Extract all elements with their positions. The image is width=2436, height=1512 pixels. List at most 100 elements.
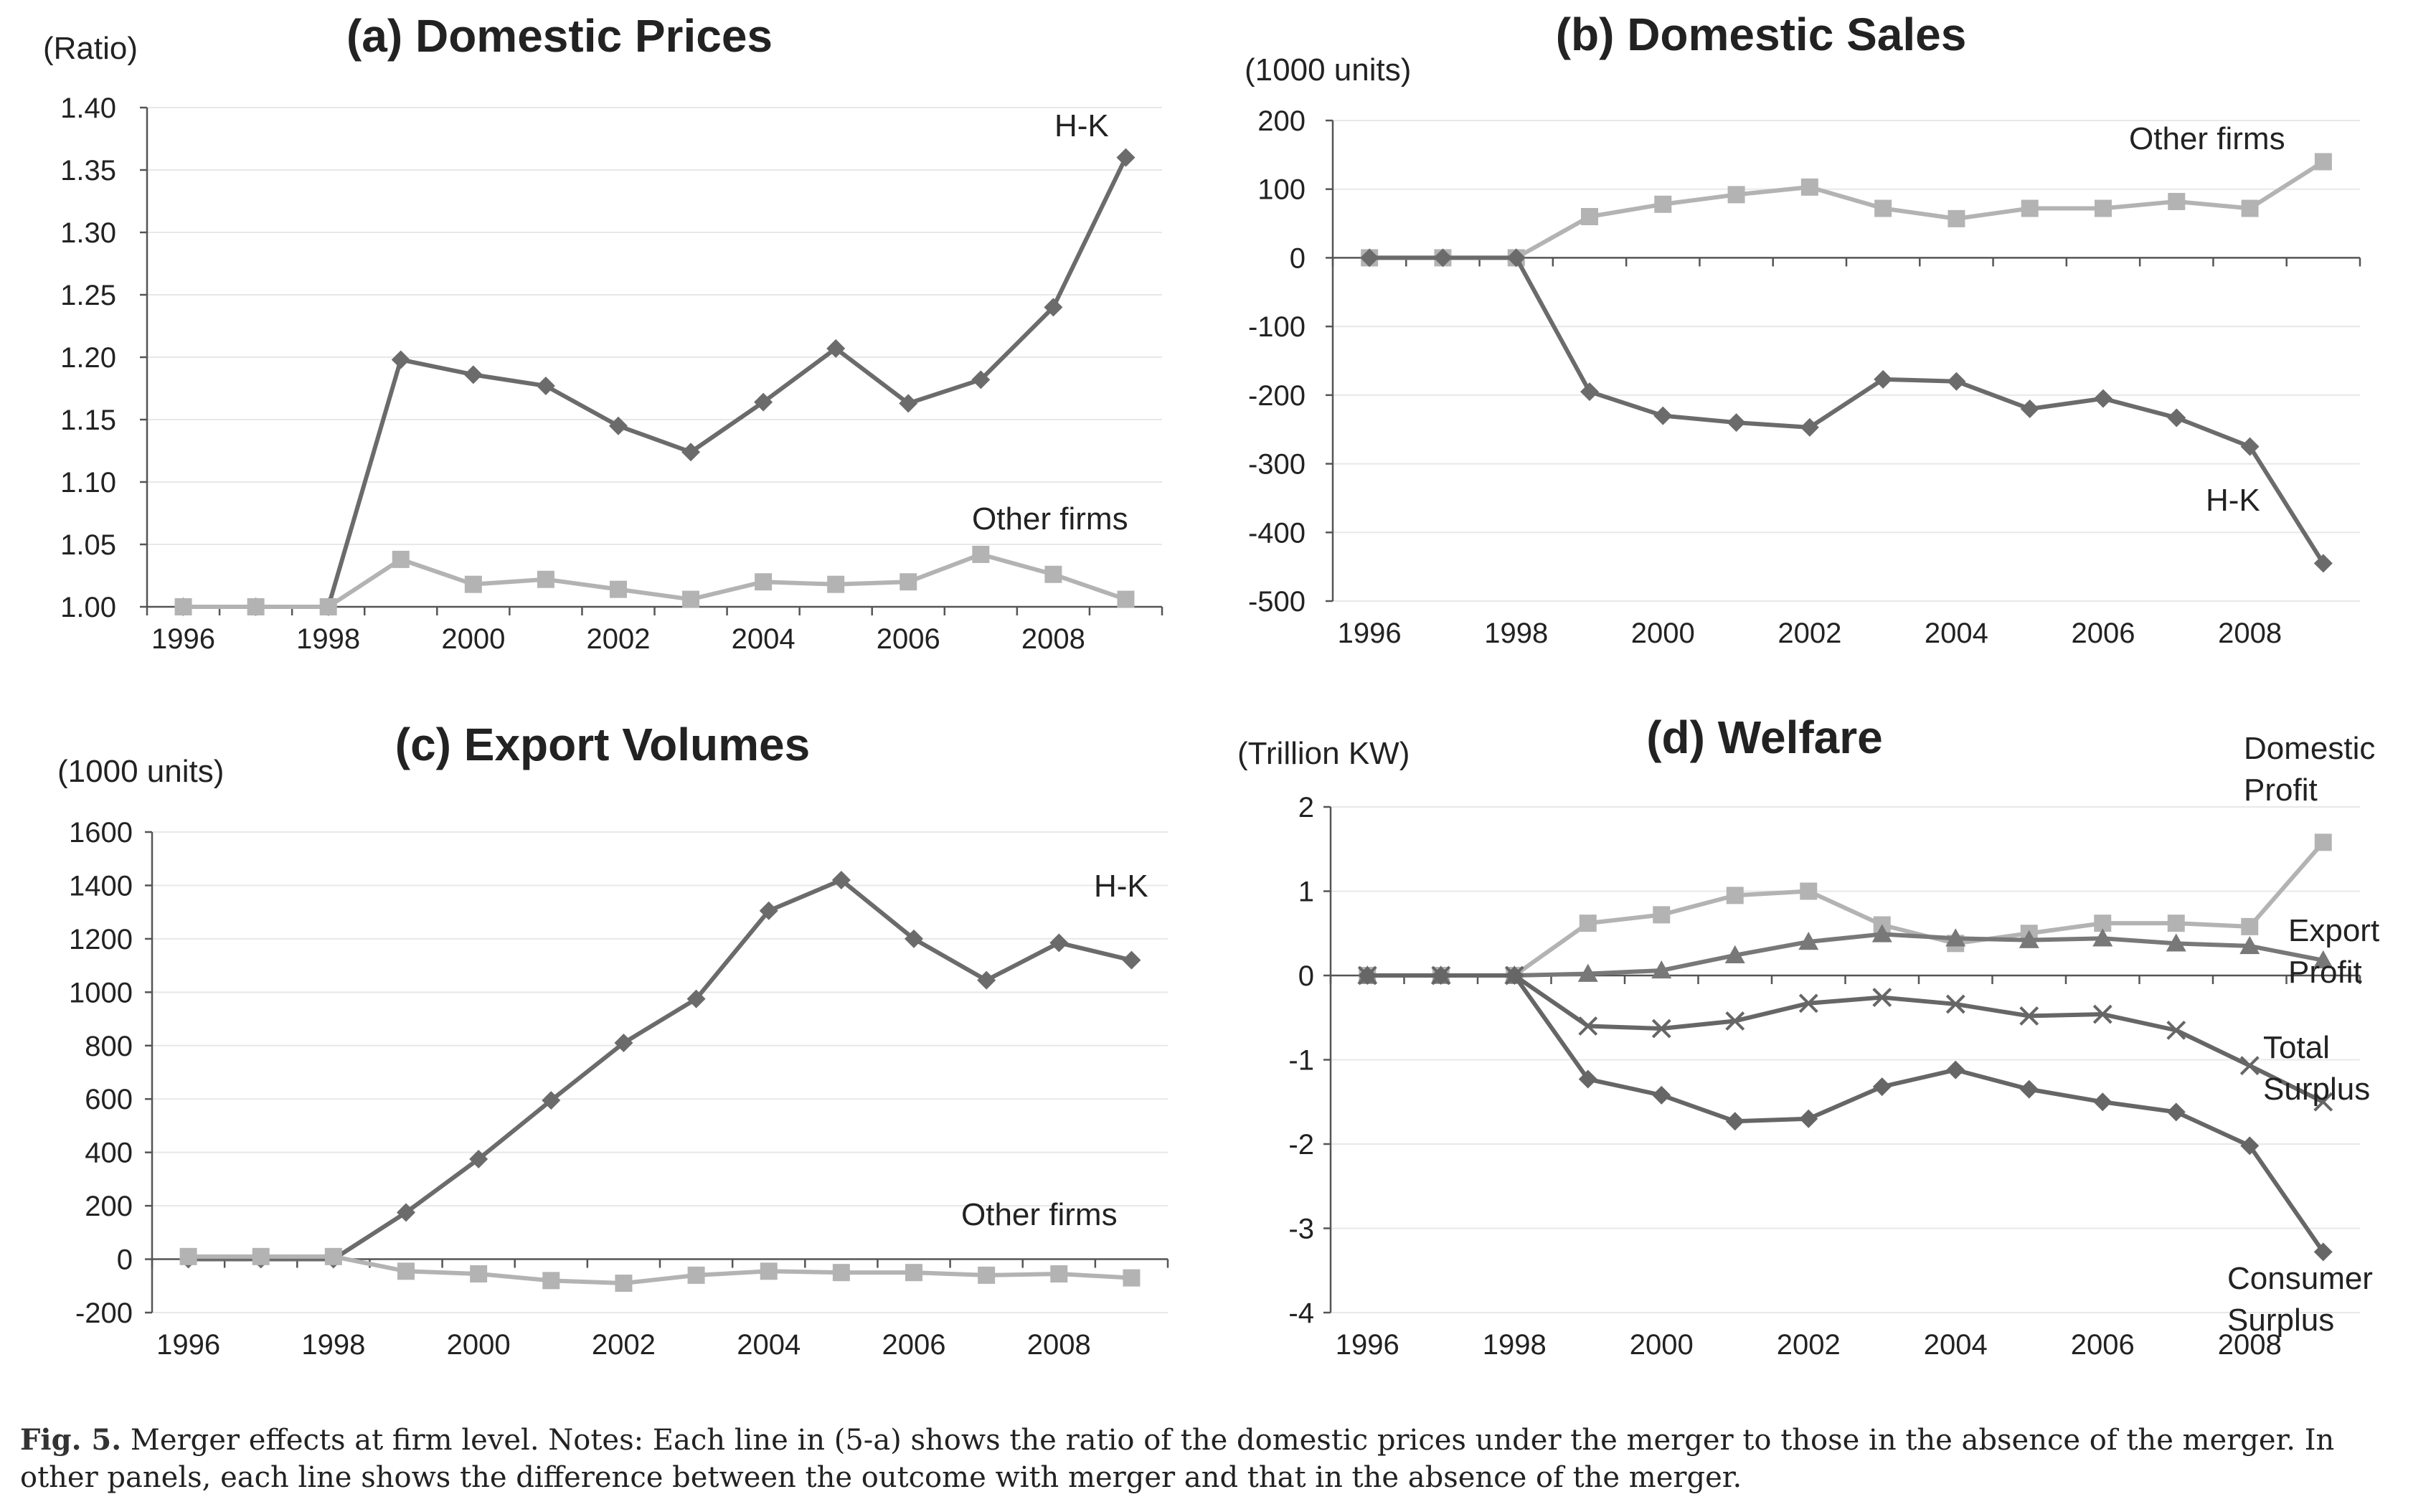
- panel-domestic-prices: (a) Domestic Prices (Ratio) 1.00 1.05 1.10 1.…: [43, 10, 1163, 655]
- data-point: [2239, 935, 2260, 955]
- y-tick-label: 1: [1298, 877, 1314, 908]
- data-point: [681, 443, 701, 462]
- data-point: [470, 1265, 488, 1283]
- data-point: [2314, 153, 2332, 171]
- data-point: [2167, 408, 2186, 427]
- data-point: [1652, 1085, 1671, 1105]
- data-point: [2021, 199, 2039, 217]
- x-tick-label: 2004: [737, 1329, 801, 1361]
- data-point: [1653, 906, 1671, 924]
- data-point: [1116, 148, 1136, 167]
- data-point: [759, 901, 778, 920]
- data-point: [827, 575, 845, 593]
- data-point: [899, 394, 918, 413]
- y-tick-label: 1400: [69, 870, 133, 902]
- y-tick-label: 600: [85, 1084, 133, 1115]
- panel-export-volumes: (c) Export Volumes (1000 units) -200 0 200 40…: [57, 719, 1169, 1361]
- data-point: [686, 989, 706, 1008]
- data-point: [1580, 382, 1599, 402]
- x-tick-label: 1996: [1338, 618, 1402, 649]
- series-line: [1367, 932, 2324, 978]
- data-point: [1800, 178, 1818, 196]
- x-tick-label: 2000: [447, 1329, 511, 1361]
- y-tick-label: -500: [1248, 586, 1306, 618]
- series-line: [1367, 973, 2325, 1104]
- data-point: [2240, 1136, 2260, 1156]
- y-tick-label: 1.35: [60, 155, 116, 186]
- data-point: [1653, 406, 1673, 425]
- data-point: [2313, 1092, 2333, 1112]
- series-label: H-K: [2206, 483, 2260, 518]
- series-label: Other firms: [2129, 121, 2285, 156]
- data-point: [905, 929, 923, 948]
- caption-text: Merger effects at firm level. Notes: Eac…: [20, 1424, 2335, 1494]
- data-point: [1948, 209, 1965, 227]
- y-tick-label: -4: [1288, 1298, 1314, 1329]
- data-point: [1872, 988, 1892, 1007]
- y-tick-label: 1000: [69, 977, 133, 1008]
- data-point: [1433, 248, 1453, 268]
- series-line: [188, 1254, 1132, 1286]
- data-point: [1800, 417, 1819, 437]
- series-h-k: [174, 148, 1136, 616]
- series-h-k: [1360, 248, 2333, 573]
- x-tick-label: 2000: [1630, 1329, 1694, 1361]
- data-point: [1727, 413, 1746, 433]
- y-tick-label: -300: [1248, 449, 1306, 481]
- data-point: [1651, 1019, 1671, 1039]
- data-point: [1724, 945, 1745, 963]
- data-point: [1044, 565, 1062, 583]
- data-point: [682, 590, 700, 608]
- data-point: [392, 550, 410, 568]
- series-line: [1367, 841, 2326, 978]
- data-point: [319, 598, 337, 615]
- data-point: [1872, 1077, 1892, 1097]
- series-line: [183, 156, 1128, 609]
- y-tick-label: 2: [1298, 792, 1314, 823]
- y-tick-label: 1.25: [60, 280, 116, 311]
- y-tick-label: 1.05: [60, 529, 116, 561]
- series-label: Domestic: [2244, 731, 2375, 766]
- series-label: Other firms: [961, 1197, 1118, 1232]
- data-point: [2166, 1102, 2186, 1122]
- data-point: [614, 1034, 633, 1053]
- data-point: [1578, 1016, 1598, 1036]
- chart-title: (b) Domestic Sales: [1556, 9, 1967, 60]
- data-point: [2095, 199, 2112, 217]
- data-point: [1798, 993, 1818, 1013]
- data-point: [1727, 186, 1745, 204]
- y-unit-label: (Ratio): [43, 31, 138, 66]
- y-tick-label: 1.20: [60, 342, 116, 374]
- panel-domestic-sales: (b) Domestic Sales (1000 units) -500 -400 -3…: [1245, 9, 2361, 649]
- chart-title: (c) Export Volumes: [395, 719, 810, 770]
- data-point: [324, 1247, 342, 1265]
- data-point: [2019, 930, 2039, 948]
- data-point: [247, 598, 265, 615]
- y-tick-label: 1.00: [60, 592, 116, 623]
- data-point: [1725, 1112, 1745, 1131]
- y-tick-label: 0: [1298, 960, 1314, 992]
- data-point: [978, 1266, 996, 1284]
- x-tick-label: 2008: [1027, 1329, 1091, 1361]
- data-point: [2166, 1020, 2186, 1040]
- data-point: [1579, 915, 1597, 932]
- data-point: [832, 1264, 850, 1282]
- data-point: [1726, 887, 1744, 904]
- data-point: [615, 1275, 633, 1293]
- data-point: [2092, 1004, 2112, 1024]
- data-point: [687, 1266, 705, 1284]
- data-point: [900, 573, 917, 591]
- data-point: [826, 339, 846, 358]
- x-tick-label: 2002: [1778, 618, 1841, 649]
- data-point: [2019, 1079, 2039, 1099]
- x-tick-label: 1998: [1483, 1329, 1547, 1361]
- y-tick-label: 1600: [69, 817, 133, 849]
- data-point: [1431, 966, 1450, 985]
- y-tick-label: -400: [1248, 517, 1306, 549]
- series-line: [1369, 159, 2325, 260]
- data-point: [542, 1091, 561, 1110]
- x-tick-label: 2008: [2218, 618, 2282, 649]
- y-unit-label: (1000 units): [57, 754, 224, 789]
- data-point: [755, 573, 773, 591]
- data-point: [1799, 1109, 1818, 1128]
